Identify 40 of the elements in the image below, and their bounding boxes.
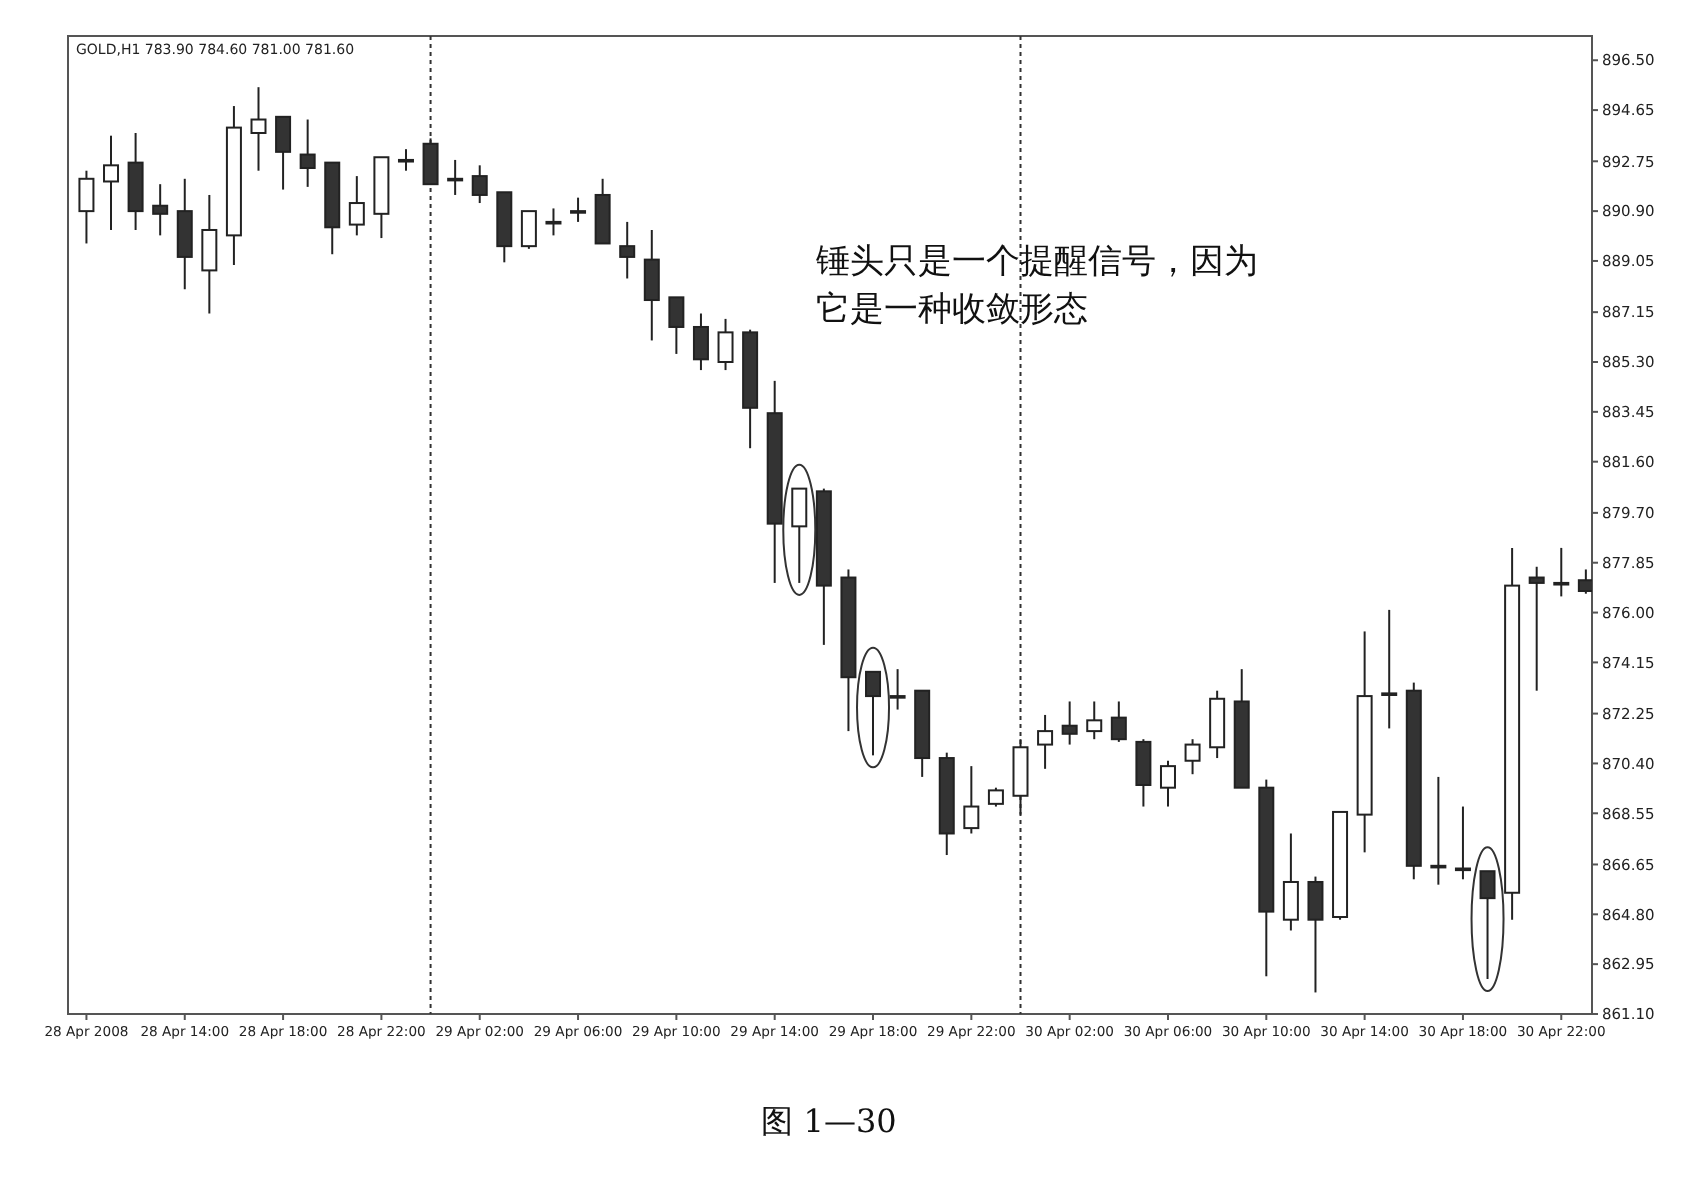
candlestick xyxy=(176,177,193,291)
candlestick xyxy=(791,487,808,584)
candlestick xyxy=(1553,546,1570,598)
candlestick xyxy=(643,228,660,342)
candlestick xyxy=(1061,700,1078,746)
candlestick xyxy=(1577,568,1592,595)
caption: 图 1—30 xyxy=(761,1102,897,1140)
candlestick xyxy=(397,148,414,172)
candlestick xyxy=(889,668,906,711)
candlestick xyxy=(250,86,267,172)
candlestick xyxy=(1159,759,1176,808)
candlestick xyxy=(1528,565,1545,692)
candlestick xyxy=(299,118,316,188)
candlestick xyxy=(471,164,488,205)
candlestick xyxy=(1479,870,1496,980)
candlestick xyxy=(201,193,218,315)
candlestick xyxy=(1110,700,1127,743)
candlestick xyxy=(619,220,636,280)
candlestick xyxy=(692,312,709,372)
candlestick xyxy=(570,196,587,223)
candlestick xyxy=(1037,713,1054,770)
annotation: 锤头只是一个提醒信号，因为它是一种收敛形态 xyxy=(814,242,1258,330)
candlestick xyxy=(78,169,95,245)
candlestick xyxy=(103,134,120,231)
candlestick xyxy=(1135,738,1152,808)
candlestick xyxy=(717,317,734,372)
candlestick xyxy=(1282,832,1299,932)
candlestick xyxy=(963,765,980,835)
candlestick xyxy=(668,296,685,355)
candlestick xyxy=(152,183,169,237)
candlestick xyxy=(1307,875,1324,994)
candlestick xyxy=(545,207,562,237)
candlestick xyxy=(1086,700,1103,741)
candlestick xyxy=(275,115,292,191)
candlestick xyxy=(1381,608,1398,730)
candlestick xyxy=(987,786,1004,808)
candlestick xyxy=(520,210,537,250)
candlestick xyxy=(1184,738,1201,776)
candlestick xyxy=(348,175,365,237)
candlestick xyxy=(865,670,882,757)
